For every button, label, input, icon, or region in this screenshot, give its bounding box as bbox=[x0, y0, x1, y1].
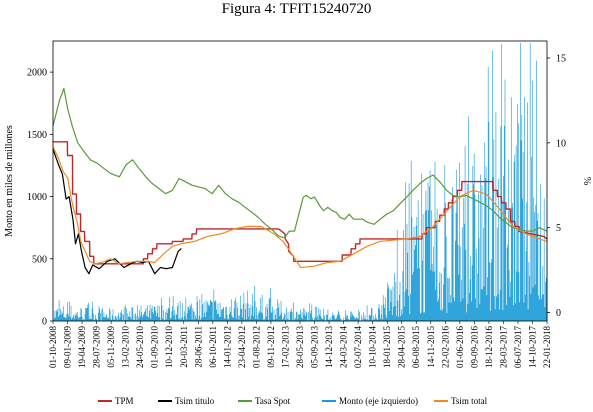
x-axis-tick-label: 01-10-2008 bbox=[48, 326, 58, 368]
legend-label-monto-eje-izquierdo-: Monto (eje izquierdo) bbox=[339, 396, 418, 406]
right-axis-label: % bbox=[581, 177, 592, 185]
left-axis: 0 500 1000 1500 2000 bbox=[27, 68, 53, 328]
x-axis-tick-label: 24-05-2010 bbox=[135, 326, 145, 368]
x-axis-tick-label: 28-06-2011 bbox=[193, 326, 203, 368]
left-axis-tick-label: 500 bbox=[32, 254, 47, 265]
x-axis-tick-label: 05-09-2013 bbox=[310, 326, 320, 368]
x-axis-tick-label: 18-01-2015 bbox=[382, 326, 392, 368]
x-axis-tick-label: 22-01-2018 bbox=[542, 326, 552, 368]
left-axis-label: Monto en miles de millones bbox=[4, 125, 15, 237]
x-axis-tick-label: 24-03-2014 bbox=[339, 326, 349, 368]
x-axis-tick-label: 14-12-2013 bbox=[324, 326, 334, 368]
x-axis-tick-label: 10-12-2010 bbox=[164, 326, 174, 368]
x-axis-tick-label: 06-10-2011 bbox=[208, 326, 218, 368]
left-axis-tick-label: 1000 bbox=[27, 192, 47, 203]
x-axis-tick-label: 28-04-2015 bbox=[397, 326, 407, 368]
series-line-tpm bbox=[52, 141, 548, 265]
series-line-tasa-spot bbox=[52, 87, 548, 239]
figure-title: Figura 4: TFIT15240720 bbox=[221, 1, 372, 17]
x-axis-tick-label: 20-03-2011 bbox=[179, 326, 189, 368]
series-line-tsim-total bbox=[52, 146, 548, 269]
x-axis-tick-label: 14-01-2012 bbox=[222, 326, 232, 368]
x-axis-tick-label: 13-02-2010 bbox=[121, 326, 131, 368]
legend-label-tsim-titulo: Tsim titulo bbox=[175, 396, 215, 406]
x-axis-tick-label: 23-04-2012 bbox=[237, 326, 247, 368]
x-axis-tick-label: 28-03-2017 bbox=[498, 326, 508, 368]
x-axis-tick-label: 28-05-2013 bbox=[295, 326, 305, 368]
x-axis-tick-label: 06-08-2015 bbox=[411, 326, 421, 368]
right-axis: 0 5 10 15 bbox=[547, 53, 566, 319]
x-axis-tick-label: 28-07-2009 bbox=[92, 326, 102, 368]
x-axis-tick-label: 09-11-2012 bbox=[266, 326, 276, 368]
right-axis-tick-label: 0 bbox=[556, 308, 561, 319]
x-axis-tick-label: 10-10-2014 bbox=[368, 326, 378, 368]
series-line-tsim-t-tulo bbox=[52, 148, 182, 275]
x-axis-tick-label: 06-07-2017 bbox=[513, 326, 523, 368]
left-axis-tick-label: 0 bbox=[42, 317, 47, 328]
x-axis-tick-label: 02-07-2014 bbox=[353, 326, 363, 368]
x-axis-tick-label: 09-09-2016 bbox=[469, 326, 479, 368]
x-axis-tick-label: 01-06-2016 bbox=[455, 326, 465, 368]
right-axis-tick-label: 10 bbox=[556, 138, 566, 149]
x-axis-tick-label: 22-02-2016 bbox=[440, 326, 450, 368]
left-axis-tick-label: 2000 bbox=[27, 68, 47, 79]
x-axis: 01-10-2008 09-01-2009 19-04-2009 28-07-2009… bbox=[48, 321, 552, 368]
legend-label-tsim-total: Tsim total bbox=[451, 396, 488, 406]
right-axis-tick-label: 15 bbox=[556, 53, 566, 64]
x-axis-tick-label: 01-09-2010 bbox=[150, 326, 160, 368]
left-axis-tick-label: 1500 bbox=[27, 130, 47, 141]
legend-label-tpm: TPM bbox=[115, 396, 134, 406]
x-axis-tick-label: 01-08-2012 bbox=[251, 326, 261, 368]
x-axis-tick-label: 18-12-2016 bbox=[484, 326, 494, 368]
x-axis-tick-label: 09-01-2009 bbox=[63, 326, 73, 368]
x-axis-tick-label: 14-10-2017 bbox=[528, 326, 538, 368]
legend: TPM Tsim titulo Tasa Spot Monto (eje izquie… bbox=[98, 396, 488, 406]
legend-label-tasa-spot: Tasa Spot bbox=[255, 396, 291, 406]
x-axis-tick-label: 05-11-2009 bbox=[106, 326, 116, 368]
series-lines bbox=[52, 87, 548, 275]
x-axis-tick-label: 14-11-2015 bbox=[426, 326, 436, 368]
x-axis-tick-label: 17-02-2013 bbox=[281, 326, 291, 368]
x-axis-tick-label: 19-04-2009 bbox=[77, 326, 87, 368]
right-axis-tick-label: 5 bbox=[556, 223, 561, 234]
